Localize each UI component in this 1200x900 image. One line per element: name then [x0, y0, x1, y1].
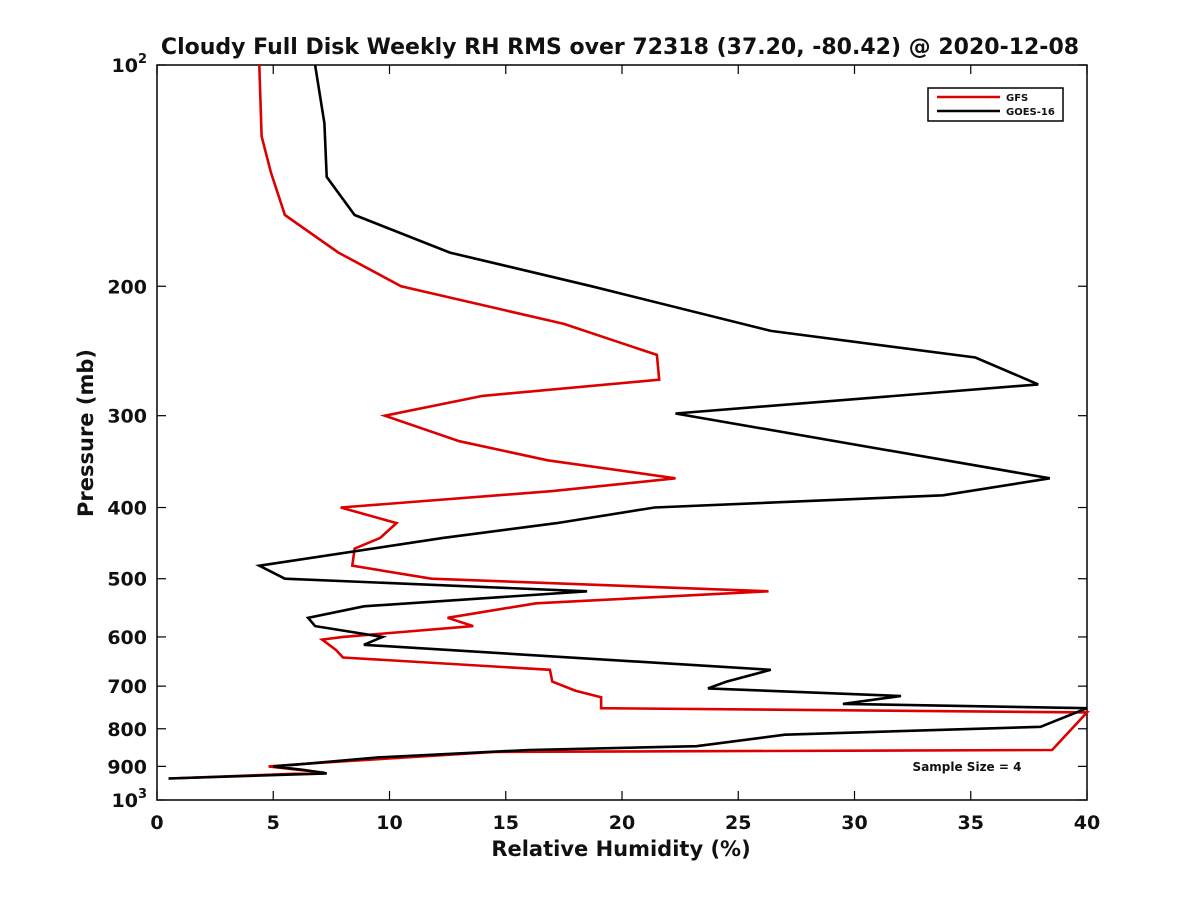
y-axis-label: Pressure (mb) [74, 349, 98, 517]
x-tick-label: 0 [150, 812, 163, 834]
series-line-goes-16 [168, 64, 1088, 780]
x-axis-label: Relative Humidity (%) [491, 837, 750, 861]
legend-label-gfs: GFS [1006, 93, 1028, 104]
y-tick-label: 400 [107, 498, 147, 520]
y-tick-label: 700 [107, 676, 147, 698]
y-tick-label: 900 [107, 756, 147, 778]
y-tick-label-base: 700 [107, 676, 147, 698]
y-tick-label-base: 10 [112, 55, 138, 77]
chart-title: Cloudy Full Disk Weekly RH RMS over 7231… [161, 35, 1079, 60]
x-tick-label: 15 [493, 812, 519, 834]
y-tick-label: 300 [107, 406, 147, 428]
y-tick-label: 200 [107, 276, 147, 298]
legend: GFS GOES-16 [927, 87, 1064, 122]
x-tick-label: 5 [267, 812, 280, 834]
y-tick-label-base: 500 [107, 569, 147, 591]
x-tick-label: 40 [1074, 812, 1100, 834]
y-tick-label-exponent: 3 [138, 787, 147, 802]
y-tick-label: 800 [107, 719, 147, 741]
y-tick-label-base: 10 [112, 790, 138, 812]
y-tick-label-base: 800 [107, 719, 147, 741]
y-tick-label: 600 [107, 627, 147, 649]
x-tick-label: 35 [958, 812, 984, 834]
plot-area-frame [156, 64, 1088, 801]
x-tick-label: 25 [725, 812, 751, 834]
sample-size-annotation: Sample Size = 4 [913, 760, 1022, 774]
y-tick-label-exponent: 2 [138, 52, 147, 67]
legend-label-goes16: GOES-16 [1006, 107, 1055, 118]
y-tick-label-base: 600 [107, 627, 147, 649]
y-tick-label-base: 400 [107, 498, 147, 520]
y-tick-label-base: 900 [107, 756, 147, 778]
x-tick-label: 30 [841, 812, 867, 834]
y-tick-label: 102 [112, 52, 148, 77]
legend-box [927, 87, 1064, 122]
y-tick-label-base: 200 [107, 276, 147, 298]
series-lines [168, 64, 1090, 780]
y-tick-label: 500 [107, 569, 147, 591]
x-tick-label: 10 [376, 812, 402, 834]
x-axis-ticks: 0 5 10 15 20 25 30 35 40 [150, 65, 1100, 834]
series-line-gfs [168, 64, 1090, 780]
x-tick-label: 20 [609, 812, 635, 834]
y-tick-label: 103 [112, 787, 148, 812]
y-tick-label-base: 300 [107, 406, 147, 428]
